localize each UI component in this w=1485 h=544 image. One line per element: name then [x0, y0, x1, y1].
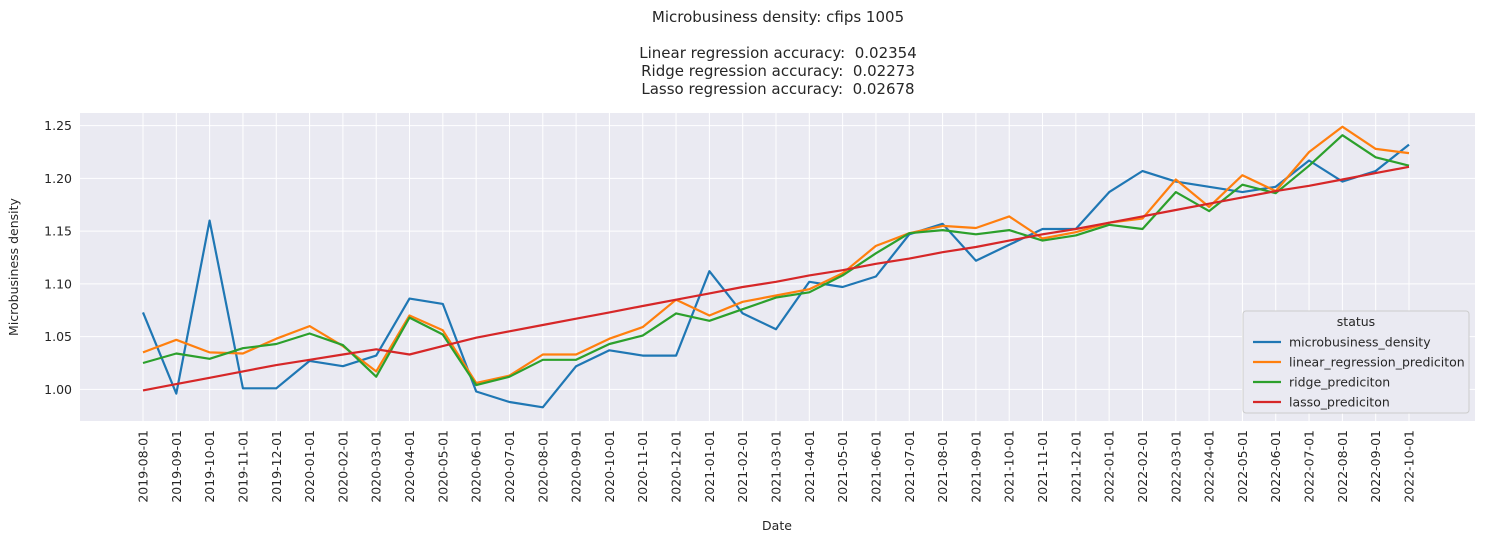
- y-tick-label: 1.00: [44, 382, 72, 397]
- x-tick-label: 2022-07-01: [1302, 430, 1317, 503]
- x-tick-label: 2022-02-01: [1135, 430, 1150, 503]
- x-tick-label: 2021-12-01: [1068, 430, 1083, 503]
- x-tick-label: 2020-01-01: [302, 430, 317, 503]
- x-axis-label: Date: [762, 518, 792, 533]
- subtitle-lasso: Lasso regression accuracy: 0.02678: [641, 80, 915, 98]
- subtitle-linear: Linear regression accuracy: 0.02354: [639, 44, 917, 62]
- x-tick-label: 2020-02-01: [335, 430, 350, 503]
- x-tick-label: 2020-08-01: [535, 430, 550, 503]
- y-tick-label: 1.20: [44, 171, 72, 186]
- x-tick-label: 2022-08-01: [1335, 430, 1350, 503]
- x-tick-label: 2022-01-01: [1102, 430, 1117, 503]
- y-axis-label: Microbusiness density: [6, 197, 21, 336]
- x-tick-label: 2020-05-01: [435, 430, 450, 503]
- x-tick-label: 2021-03-01: [769, 430, 784, 503]
- x-tick-label: 2022-05-01: [1235, 430, 1250, 503]
- legend-title: status: [1337, 314, 1375, 329]
- x-tick-label: 2019-10-01: [202, 430, 217, 503]
- x-tick-label: 2020-06-01: [469, 430, 484, 503]
- x-tick-label: 2021-01-01: [702, 430, 717, 503]
- x-tick-label: 2021-04-01: [802, 430, 817, 503]
- series-line-microbusiness-density: [141, 143, 1410, 409]
- x-tick-label: 2022-04-01: [1202, 430, 1217, 503]
- x-tick-label: 2021-06-01: [868, 430, 883, 503]
- x-tick-label: 2022-03-01: [1168, 430, 1183, 503]
- x-tick-label: 2019-12-01: [269, 430, 284, 503]
- subtitle-ridge: Ridge regression accuracy: 0.02273: [641, 62, 915, 80]
- x-tick-label: 2020-12-01: [669, 430, 684, 503]
- x-tick-label: 2020-09-01: [569, 430, 584, 503]
- x-tick-label: 2022-10-01: [1402, 430, 1417, 503]
- x-tick-label: 2019-09-01: [169, 430, 184, 503]
- chart-title-block: Microbusiness density: cfips 1005 Linear…: [0, 8, 1485, 98]
- legend-entry: linear_regression_prediciton: [1289, 355, 1465, 370]
- x-tick-label: 2019-11-01: [235, 430, 250, 503]
- x-tick-label: 2021-10-01: [1002, 430, 1017, 503]
- y-tick-label: 1.10: [44, 276, 72, 291]
- x-tick-label: 2022-09-01: [1368, 430, 1383, 503]
- x-tick-label: 2022-06-01: [1268, 430, 1283, 503]
- legend-entry: ridge_prediciton: [1289, 375, 1390, 390]
- x-tick-label: 2021-07-01: [902, 430, 917, 503]
- x-tick-label: 2021-05-01: [835, 430, 850, 503]
- x-tick-label: 2020-04-01: [402, 430, 417, 503]
- x-tick-label: 2021-11-01: [1035, 430, 1050, 503]
- x-tick-label: 2020-10-01: [602, 430, 617, 503]
- legend: status microbusiness_density linear_regre…: [1242, 310, 1470, 414]
- legend-entry: microbusiness_density: [1289, 335, 1431, 350]
- x-tick-label: 2020-11-01: [635, 430, 650, 503]
- series-line-lasso-prediciton: [142, 165, 1410, 392]
- y-tick-labels: 1.00 1.05 1.10 1.15 1.20 1.25: [44, 118, 72, 397]
- x-tick-label: 2020-07-01: [502, 430, 517, 503]
- x-tick-label: 2020-03-01: [369, 430, 384, 503]
- x-tick-label: 2021-09-01: [968, 430, 983, 503]
- x-tick-labels: 2019-08-01 2019-09-01 2019-10-01 2019-11-01…: [136, 430, 1417, 503]
- legend-box: [1242, 310, 1470, 414]
- x-tick-label: 2021-02-01: [735, 430, 750, 503]
- legend-entry: lasso_prediciton: [1289, 395, 1390, 410]
- series-lines: [141, 125, 1410, 409]
- x-tick-label: 2019-08-01: [136, 430, 151, 503]
- x-tick-label: 2021-08-01: [935, 430, 950, 503]
- y-tick-label: 1.15: [44, 224, 72, 239]
- y-tick-label: 1.05: [44, 329, 72, 344]
- y-tick-label: 1.25: [44, 118, 72, 133]
- chart-title: Microbusiness density: cfips 1005: [651, 8, 905, 26]
